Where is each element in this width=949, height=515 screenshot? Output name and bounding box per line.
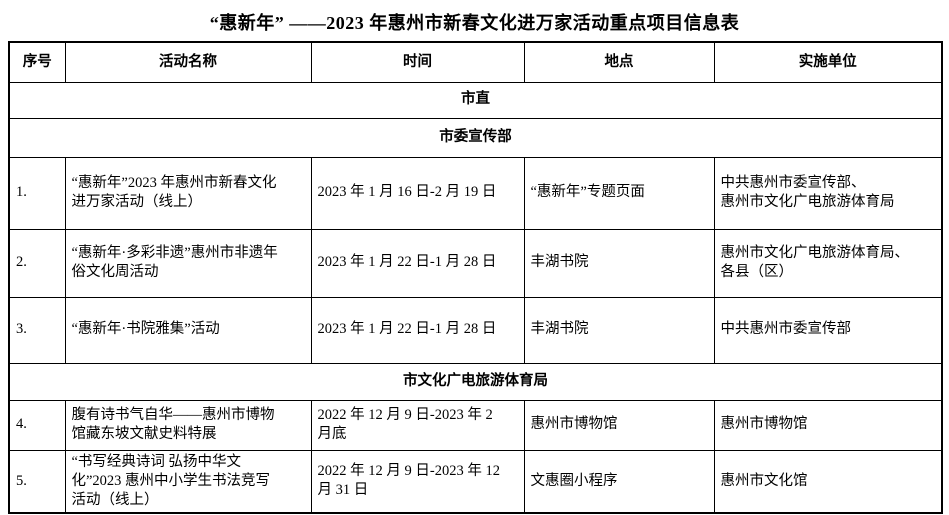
activity-time: 2022 年 12 月 9 日-2023 年 12 月 31 日 [310, 449, 525, 514]
col-header-unit: 实施单位 [713, 41, 943, 83]
row-serial: 4. [8, 399, 66, 451]
projects-table: 序号 活动名称 时间 地点 实施单位 市直 市委宣传部 1. “惠新年”2023… [8, 41, 943, 514]
col-header-activity-name: 活动名称 [64, 41, 312, 83]
activity-place: 惠州市博物馆 [523, 399, 715, 451]
activity-name: “惠新年·书院雅集”活动 [64, 296, 312, 364]
activity-time: 2023 年 1 月 22 日-1 月 28 日 [310, 228, 525, 298]
row-serial: 5. [8, 449, 66, 514]
table-row: 4. 腹有诗书气自华——惠州市博物 馆藏东坡文献史料特展 2022 年 12 月… [8, 399, 943, 451]
activity-name: “惠新年·多彩非遗”惠州市非遗年 俗文化周活动 [64, 228, 312, 298]
section-label-shizhi: 市直 [8, 81, 943, 119]
activity-unit: 中共惠州市委宣传部 [713, 296, 943, 364]
activity-time: 2023 年 1 月 16 日-2 月 19 日 [310, 156, 525, 230]
activity-time: 2023 年 1 月 22 日-1 月 28 日 [310, 296, 525, 364]
section-row-wenhua-guangdian-lvyou-tiyuju: 市文化广电旅游体育局 [8, 362, 943, 401]
section-row-shizhi: 市直 [8, 81, 943, 119]
activity-unit: 惠州市文化馆 [713, 449, 943, 514]
activity-time: 2022 年 12 月 9 日-2023 年 2 月底 [310, 399, 525, 451]
table-header-row: 序号 活动名称 时间 地点 实施单位 [8, 41, 943, 83]
col-header-time: 时间 [310, 41, 525, 83]
activity-name: 腹有诗书气自华——惠州市博物 馆藏东坡文献史料特展 [64, 399, 312, 451]
page-title: “惠新年” ——2023 年惠州市新春文化进万家活动重点项目信息表 [209, 13, 740, 33]
activity-place: 丰湖书院 [523, 296, 715, 364]
col-header-place: 地点 [523, 41, 715, 83]
row-serial: 2. [8, 228, 66, 298]
activity-unit: 惠州市文化广电旅游体育局、 各县（区） [713, 228, 943, 298]
activity-place: “惠新年”专题页面 [523, 156, 715, 230]
activity-unit: 惠州市博物馆 [713, 399, 943, 451]
row-serial: 3. [8, 296, 66, 364]
activity-place: 文惠圈小程序 [523, 449, 715, 514]
activity-name: “惠新年”2023 年惠州市新春文化 进万家活动（线上） [64, 156, 312, 230]
table-row: 2. “惠新年·多彩非遗”惠州市非遗年 俗文化周活动 2023 年 1 月 22… [8, 228, 943, 298]
table-row: 3. “惠新年·书院雅集”活动 2023 年 1 月 22 日-1 月 28 日… [8, 296, 943, 364]
table-row: 1. “惠新年”2023 年惠州市新春文化 进万家活动（线上） 2023 年 1… [8, 156, 943, 230]
section-label-shiwei-xuanchuanbu: 市委宣传部 [8, 117, 943, 158]
activity-name: “书写经典诗词 弘扬中华文 化”2023 惠州中小学生书法竞写 活动（线上） [64, 449, 312, 514]
table-row: 5. “书写经典诗词 弘扬中华文 化”2023 惠州中小学生书法竞写 活动（线上… [8, 449, 943, 514]
section-row-shiwei-xuanchuanbu: 市委宣传部 [8, 117, 943, 158]
col-header-serial: 序号 [8, 41, 66, 83]
section-label-wenhua-guangdian-lvyou-tiyuju: 市文化广电旅游体育局 [8, 362, 943, 401]
activity-place: 丰湖书院 [523, 228, 715, 298]
row-serial: 1. [8, 156, 66, 230]
activity-unit: 中共惠州市委宣传部、 惠州市文化广电旅游体育局 [713, 156, 943, 230]
